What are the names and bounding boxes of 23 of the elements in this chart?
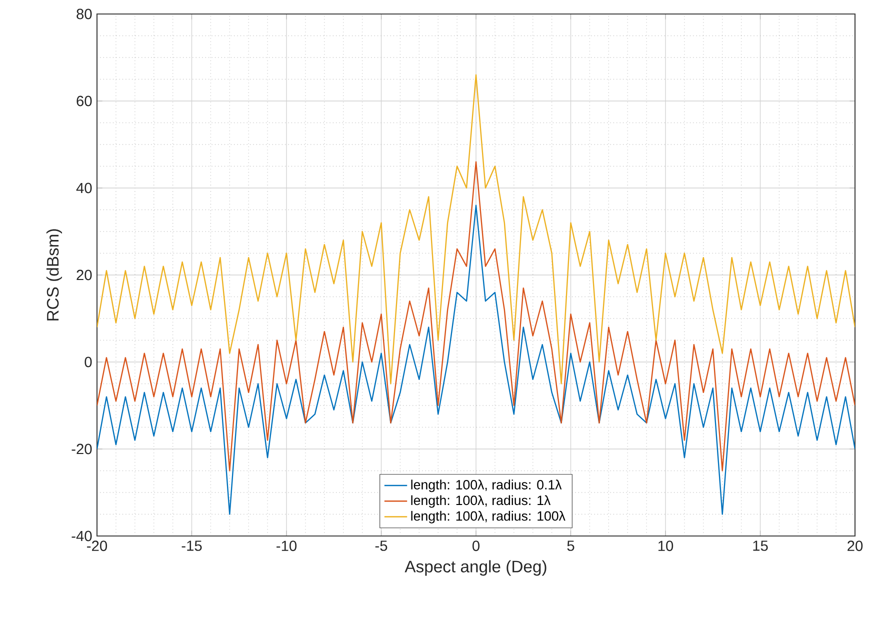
x-axis-title: Aspect angle (Deg) (404, 560, 546, 576)
x-tick-label: 15 (753, 540, 768, 551)
line-series (97, 161, 856, 472)
y-tick-label: 80 (76, 8, 92, 20)
legend-label: length: 100λ, radius: 100λ (411, 510, 566, 524)
y-tick-label: 20 (76, 270, 92, 280)
x-tick-label: -20 (87, 540, 108, 552)
x-tick-label: 0 (472, 540, 480, 552)
y-tick-label: -40 (72, 530, 92, 542)
y-axis-title: RCS (dBsm) (46, 229, 62, 320)
x-tick-label: -5 (375, 540, 388, 551)
x-tick-label: 10 (658, 540, 674, 552)
x-tick-label: -15 (182, 540, 202, 551)
y-tick-label: -20 (72, 444, 92, 454)
legend-label: length: 100λ, radius: 1λ (411, 495, 551, 508)
x-tick-label: 20 (848, 540, 863, 552)
legend-label: length: 100λ, radius: 0.1λ (411, 480, 562, 492)
line-series (97, 74, 856, 384)
y-tick-label: 40 (76, 182, 92, 194)
x-tick-label: -10 (276, 540, 297, 552)
y-tick-label: 0 (84, 356, 92, 368)
x-tick-label: 5 (567, 540, 574, 551)
y-tick-label: 60 (76, 96, 92, 106)
